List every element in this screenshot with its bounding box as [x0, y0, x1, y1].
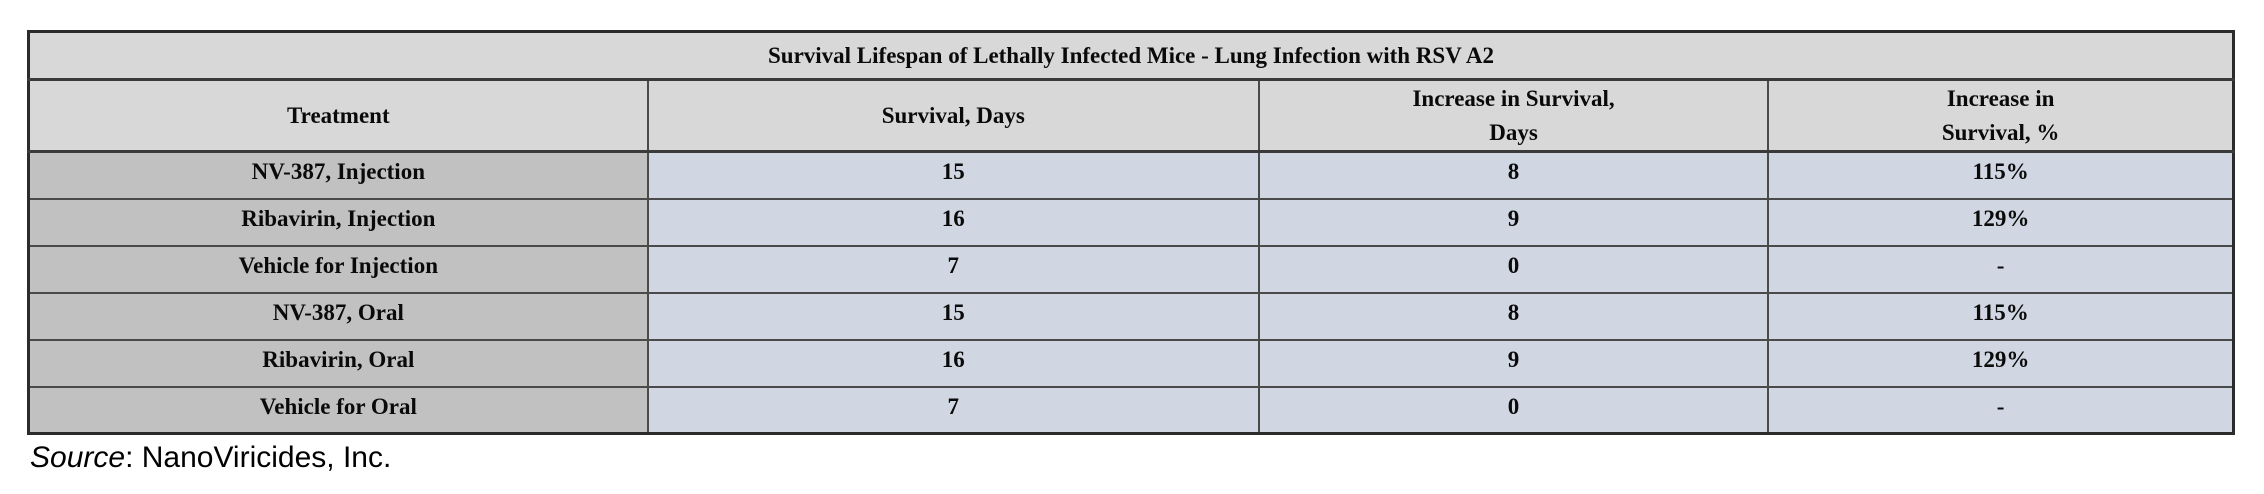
row-label: Vehicle for Oral: [27, 385, 649, 435]
row-label: NV-387, Oral: [27, 291, 649, 341]
value-cell: -: [1767, 385, 2235, 435]
value-cell: 9: [1257, 197, 1770, 247]
value-cell: 129%: [1767, 197, 2235, 247]
value-cell: 16: [646, 197, 1260, 247]
value-cell: 0: [1257, 385, 1770, 435]
table-title: Survival Lifespan of Lethally Infected M…: [27, 30, 2235, 81]
table-row: Vehicle for Oral 7 0 -: [27, 385, 2235, 435]
table-row: Vehicle for Injection 7 0 -: [27, 244, 2235, 294]
value-cell: 8: [1257, 291, 1770, 341]
value-cell: 8: [1257, 150, 1770, 200]
row-label: Vehicle for Injection: [27, 244, 649, 294]
table-row: Ribavirin, Injection 16 9 129%: [27, 197, 2235, 247]
value-cell: 129%: [1767, 338, 2235, 388]
value-cell: 0: [1257, 244, 1770, 294]
column-header-treatment: Treatment: [27, 78, 649, 153]
table-row: Ribavirin, Oral 16 9 129%: [27, 338, 2235, 388]
table-row: NV-387, Oral 15 8 115%: [27, 291, 2235, 341]
column-header-increase-percent: Increase in Survival, %: [1767, 78, 2235, 153]
source-value: : NanoViricides, Inc.: [125, 441, 392, 474]
value-cell: 7: [646, 385, 1260, 435]
value-cell: 9: [1257, 338, 1770, 388]
table-title-row: Survival Lifespan of Lethally Infected M…: [27, 30, 2235, 81]
value-cell: -: [1767, 244, 2235, 294]
column-header-increase-days: Increase in Survival, Days: [1257, 78, 1770, 153]
row-label: NV-387, Injection: [27, 150, 649, 200]
value-cell: 7: [646, 244, 1260, 294]
row-label: Ribavirin, Injection: [27, 197, 649, 247]
value-cell: 115%: [1767, 291, 2235, 341]
table-header-row: Treatment Survival, Days Increase in Sur…: [27, 78, 2235, 153]
row-label: Ribavirin, Oral: [27, 338, 649, 388]
value-cell: 16: [646, 338, 1260, 388]
source-label: Source: [30, 441, 126, 474]
survival-table: Survival Lifespan of Lethally Infected M…: [27, 30, 2235, 435]
source-attribution: Source: NanoViricides, Inc.: [30, 441, 391, 475]
table-row: NV-387, Injection 15 8 115%: [27, 150, 2235, 200]
value-cell: 115%: [1767, 150, 2235, 200]
value-cell: 15: [646, 150, 1260, 200]
column-header-survival-days: Survival, Days: [646, 78, 1260, 153]
value-cell: 15: [646, 291, 1260, 341]
